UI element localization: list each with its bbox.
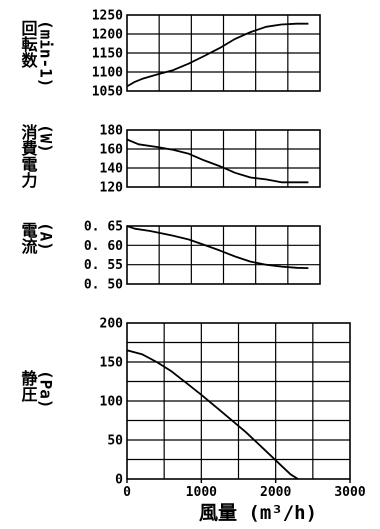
pressure-ytick-label: 100 bbox=[100, 395, 124, 410]
current-ytick-label: 0. 50 bbox=[84, 278, 123, 293]
speed-panel: 1250 1200 1150 1100 1050 回転数 (min-1) bbox=[19, 9, 321, 100]
speed-curve bbox=[126, 22, 309, 88]
current-ytick-label: 0. 55 bbox=[84, 258, 123, 273]
speed-ytick-label: 1200 bbox=[92, 28, 123, 43]
power-ylabel-main: 消費電力 bbox=[19, 123, 38, 189]
speed-ytick-label: 1050 bbox=[92, 85, 123, 100]
pressure-ylabel-main: 静圧 bbox=[19, 369, 38, 403]
pressure-ytick-label: 0 bbox=[115, 473, 123, 488]
power-ytick-label: 120 bbox=[100, 181, 124, 196]
power-ytick-label: 160 bbox=[100, 143, 124, 158]
pressure-curve bbox=[126, 349, 299, 480]
pressure-xtick-label: 1000 bbox=[186, 485, 217, 500]
pressure-xtick-label: 0 bbox=[123, 485, 131, 500]
current-ylabel-main: 電流 bbox=[19, 222, 38, 255]
pressure-ytick-label: 50 bbox=[107, 434, 123, 449]
x-axis-label: 風量 (m³/h) bbox=[199, 502, 317, 524]
current-panel: 0. 65 0. 60 0. 55 0. 50 電流 (A) bbox=[19, 220, 321, 293]
pressure-ytick-label: 150 bbox=[100, 356, 124, 371]
power-curve bbox=[126, 138, 309, 184]
power-ytick-label: 180 bbox=[100, 124, 124, 139]
pressure-xtick-label: 2000 bbox=[260, 485, 291, 500]
speed-ylabel-unit: (min-1) bbox=[37, 20, 56, 87]
pressure-panel: 200 150 100 50 0 静圧 (Pa) 0 1000 2000 3000 風量 (m³/h) bbox=[19, 317, 366, 525]
current-ylabel-unit: (A) bbox=[37, 222, 56, 251]
current-curve bbox=[126, 225, 309, 269]
speed-ytick-label: 1100 bbox=[92, 66, 123, 81]
pressure-ylabel-unit: (Pa) bbox=[37, 370, 56, 409]
speed-ylabel-main: 回転数 bbox=[19, 20, 38, 69]
speed-ytick-label: 1250 bbox=[92, 9, 123, 24]
power-ylabel-unit: (W) bbox=[37, 124, 56, 153]
pressure-ytick-label: 200 bbox=[100, 317, 124, 332]
current-ytick-label: 0. 60 bbox=[84, 239, 123, 254]
pressure-xtick-label: 3000 bbox=[334, 485, 365, 500]
speed-ytick-label: 1150 bbox=[92, 47, 123, 62]
current-ytick-label: 0. 65 bbox=[84, 220, 123, 235]
power-ytick-label: 140 bbox=[100, 162, 124, 177]
power-panel: 180 160 140 120 消費電力 (W) bbox=[19, 123, 321, 196]
